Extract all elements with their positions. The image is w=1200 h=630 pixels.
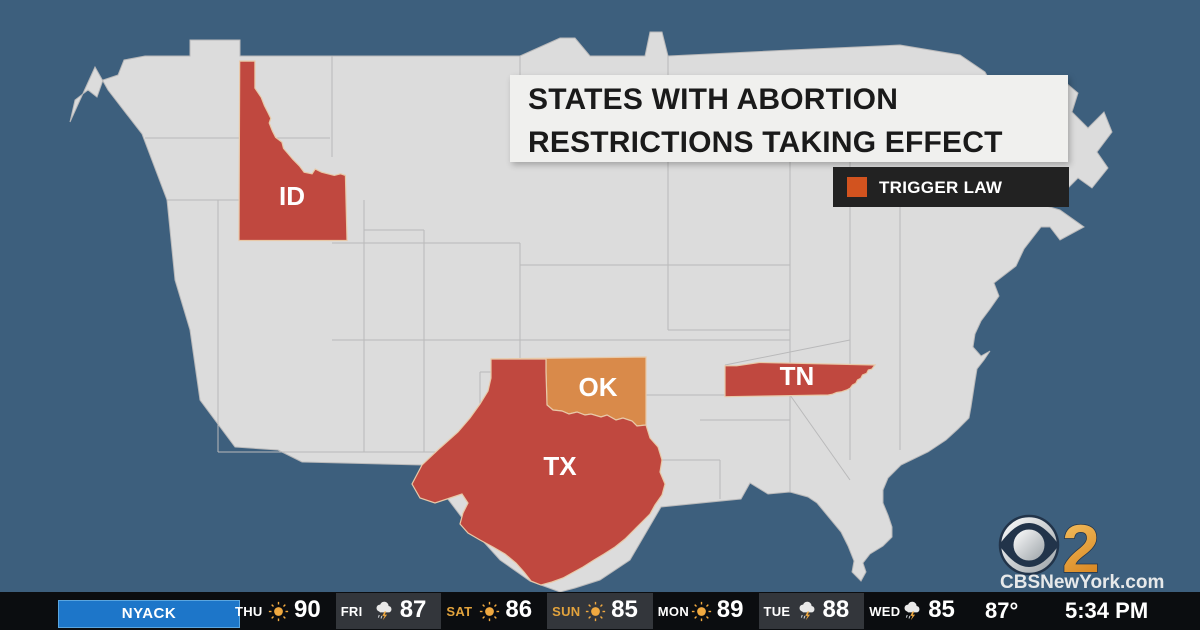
svg-text:TN: TN — [780, 361, 815, 391]
svg-text:CBSNewYork.com: CBSNewYork.com — [1000, 572, 1164, 593]
svg-text:ID: ID — [279, 181, 305, 211]
svg-text:TX: TX — [543, 451, 577, 481]
svg-text:OK: OK — [579, 372, 618, 402]
